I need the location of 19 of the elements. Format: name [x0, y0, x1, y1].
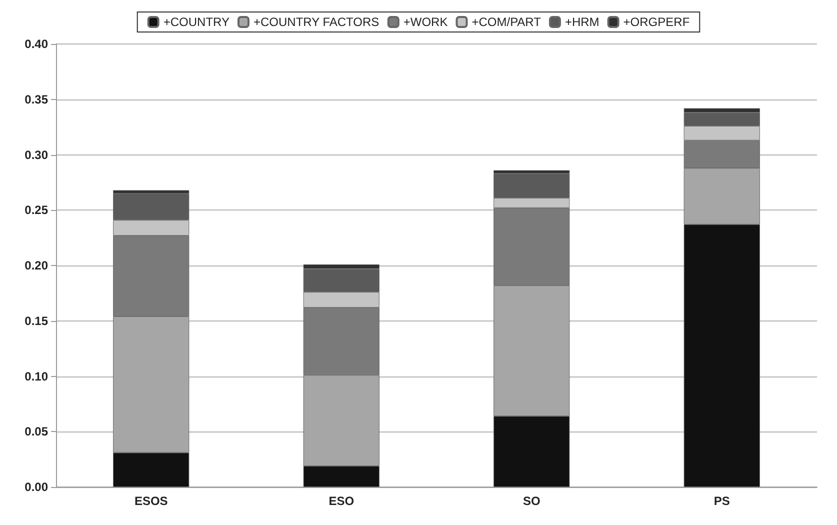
- legend-label: +COUNTRY FACTORS: [253, 15, 380, 29]
- x-tick-label: SO: [522, 494, 540, 508]
- y-tick-label: 0.15: [24, 314, 48, 328]
- legend-label: +HRM: [564, 15, 600, 29]
- legend-label: +COUNTRY: [163, 15, 230, 29]
- y-tick-label: 0.10: [24, 369, 48, 384]
- y-tick-label: 0.25: [24, 203, 48, 218]
- x-tick-label: PS: [714, 494, 730, 508]
- y-tick-label: 0.05: [24, 424, 48, 439]
- x-tick-label: ESOS: [134, 494, 168, 508]
- legend-label: +ORGPERF: [623, 15, 690, 29]
- legend-label: +COM/PART: [472, 15, 542, 29]
- y-tick-label: 0.40: [24, 37, 48, 51]
- y-tick-label: 0.00: [24, 480, 48, 494]
- x-tick-label: ESO: [328, 494, 354, 508]
- y-tick-label: 0.30: [24, 148, 48, 162]
- legend-label: +WORK: [403, 15, 448, 29]
- y-tick-label: 0.35: [24, 92, 48, 106]
- y-tick-label: 0.20: [24, 258, 48, 272]
